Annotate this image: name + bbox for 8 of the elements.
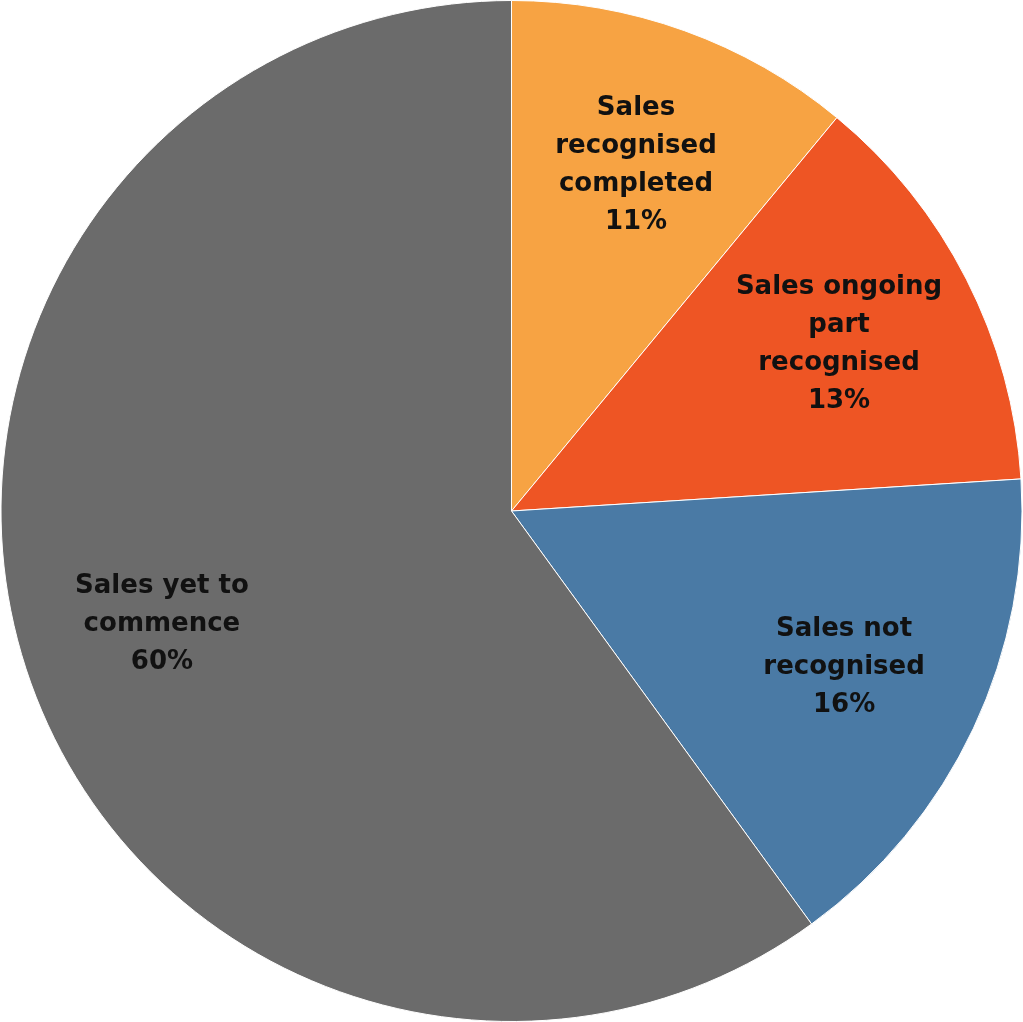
slice-label: Sales recognised completed	[555, 90, 717, 197]
data-label: 16%	[812, 688, 876, 719]
slice-label: Sales yet to commence	[75, 569, 249, 638]
data-label: 60%	[130, 645, 194, 676]
data-label: 13%	[807, 383, 871, 414]
slice-label: Sales ongoing part recognised	[735, 269, 943, 376]
data-label: 11%	[604, 204, 668, 235]
slice-label: Sales not recognised	[763, 612, 925, 681]
